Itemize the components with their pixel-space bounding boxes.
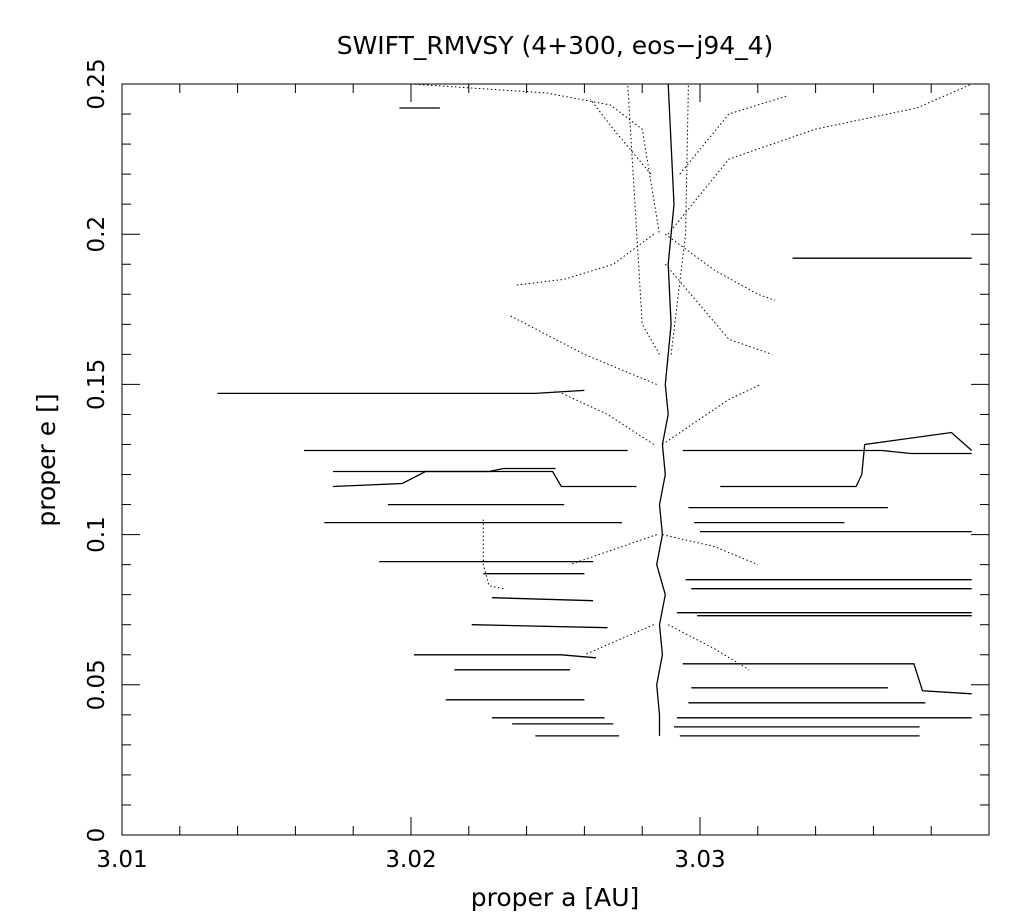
solid-trace [332, 470, 637, 488]
y-axis-label: proper e [] [32, 393, 61, 526]
series-group [217, 83, 973, 737]
plot-frame [121, 83, 990, 836]
solid-trace [413, 654, 597, 659]
x-axis-tick-labels: 3.01 3.02 3.03 [96, 847, 725, 873]
y-tick-label: 0.2 [84, 216, 110, 253]
dotted-trace [662, 383, 761, 445]
dotted-trace [627, 83, 660, 355]
x-tick-label: 3.02 [385, 847, 436, 873]
y-tick-label: 0 [84, 828, 110, 843]
y-tick-label: 0.25 [84, 58, 110, 109]
solid-trace [217, 389, 585, 395]
y-tick-label: 0.15 [84, 359, 110, 410]
dotted-trace [584, 624, 654, 656]
chart-title: SWIFT_RMVSY (4+300, eos−j94_4) [337, 31, 774, 60]
dotted-trace [410, 83, 660, 235]
x-tick-label: 3.03 [674, 847, 725, 873]
dotted-trace [667, 83, 972, 235]
solid-trace [491, 597, 594, 602]
y-tick-label: 0.05 [84, 659, 110, 710]
dotted-trace [589, 98, 652, 175]
dotted-trace [670, 83, 689, 355]
dotted-trace [667, 624, 750, 671]
dotted-trace [664, 263, 773, 355]
y-axis-tick-labels: 0 0.05 0.1 0.15 0.2 0.25 [84, 58, 110, 842]
x-axis-ticks [121, 84, 990, 835]
solid-trace [682, 449, 972, 455]
dotted-trace [679, 95, 787, 175]
dotted-trace [509, 314, 657, 385]
dotted-trace [514, 233, 655, 286]
solid-trace [720, 431, 973, 488]
x-tick-label: 3.01 [96, 847, 147, 873]
solid-trace [656, 83, 675, 736]
dotted-trace [569, 534, 657, 566]
y-axis-ticks [122, 83, 989, 836]
y-tick-label: 0.1 [84, 516, 110, 553]
dotted-trace [662, 534, 758, 566]
dotted-trace [555, 389, 655, 445]
dotted-trace [665, 233, 776, 301]
solid-trace [682, 663, 972, 695]
solid-trace [333, 467, 556, 473]
solid-trace [471, 624, 608, 629]
dotted-trace [482, 519, 504, 590]
x-axis-label: proper a [AU] [471, 883, 640, 912]
